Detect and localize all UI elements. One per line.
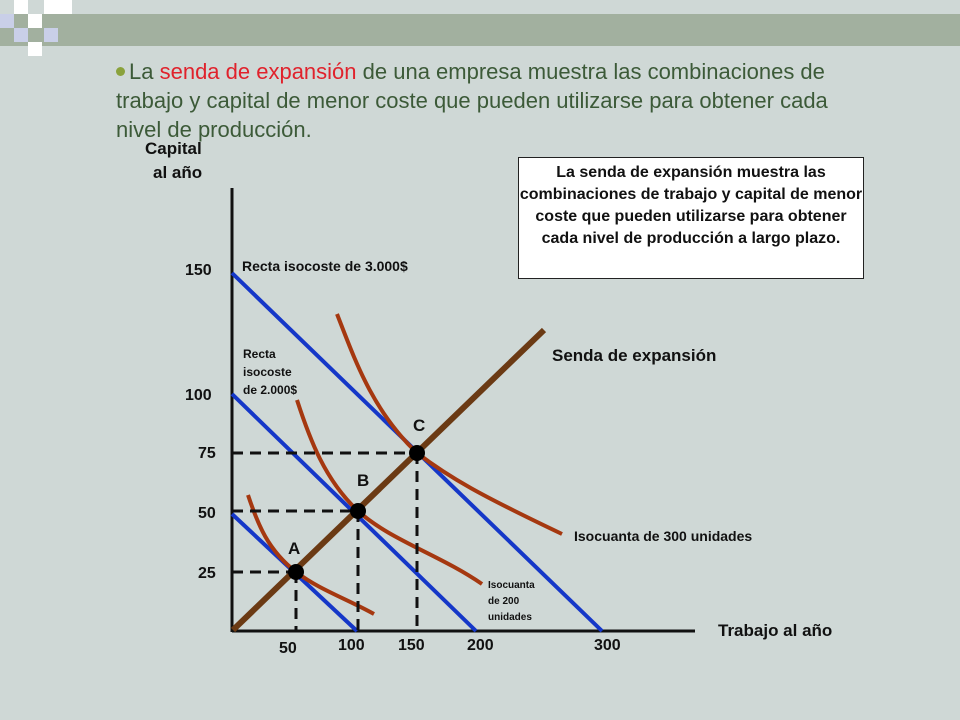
deco-square (58, 0, 72, 14)
x-tick: 200 (467, 637, 494, 654)
isoquant-300-label: Isocuanta de 300 unidades (574, 528, 753, 544)
x-tick: 150 (398, 637, 425, 654)
point-a-marker (288, 564, 304, 580)
isoquant-200-label-line3: unidades (488, 612, 532, 623)
y-tick: 25 (198, 565, 216, 582)
bullet-icon (116, 66, 125, 76)
point-b-marker (350, 503, 366, 519)
deco-square (28, 14, 42, 28)
y-tick: 75 (198, 445, 216, 462)
y-tick: 100 (185, 387, 212, 404)
deco-square (44, 28, 58, 42)
deco-square (14, 0, 28, 14)
x-tick: 300 (594, 637, 621, 654)
deco-square (28, 42, 42, 56)
expansion-path-label: Senda de expansión (552, 346, 717, 365)
y-tick: 50 (198, 505, 216, 522)
isocost-3000-label: Recta isocoste de 3.000$ (242, 258, 408, 274)
isoquant-200-label-line1: Isocuanta (488, 580, 535, 591)
point-a-label: A (288, 539, 301, 558)
header-bar (0, 14, 960, 46)
y-axis-label-line2: al año (153, 163, 203, 182)
x-axis-label: Trabajo al año (718, 621, 833, 640)
deco-square (0, 14, 14, 28)
deco-square (14, 28, 28, 42)
y-tick: 150 (185, 262, 212, 279)
isoquant-200-label-line2: de 200 (488, 596, 520, 607)
isocost-2000-label-line1: Recta (243, 347, 276, 361)
intro-after: de una empresa muestra las combinaciones… (116, 59, 828, 142)
isocost-2000-label-line3: de 2.000$ (243, 383, 298, 397)
intro-text: La senda de expansión de una empresa mue… (116, 57, 876, 144)
point-c-marker (409, 445, 425, 461)
point-b-label: B (357, 471, 370, 490)
intro-before: La (129, 59, 160, 84)
note-box: La senda de expansión muestra las combin… (518, 157, 864, 279)
x-tick: 50 (279, 640, 297, 657)
isocost-2000-label-line2: isocoste (243, 365, 292, 379)
expansion-path-line (230, 327, 547, 633)
intro-highlight: senda de expansión (159, 59, 357, 84)
x-tick: 100 (338, 637, 365, 654)
point-c-label: C (413, 416, 426, 435)
y-axis-label-line1: Capital (145, 139, 202, 158)
deco-square (44, 0, 58, 14)
